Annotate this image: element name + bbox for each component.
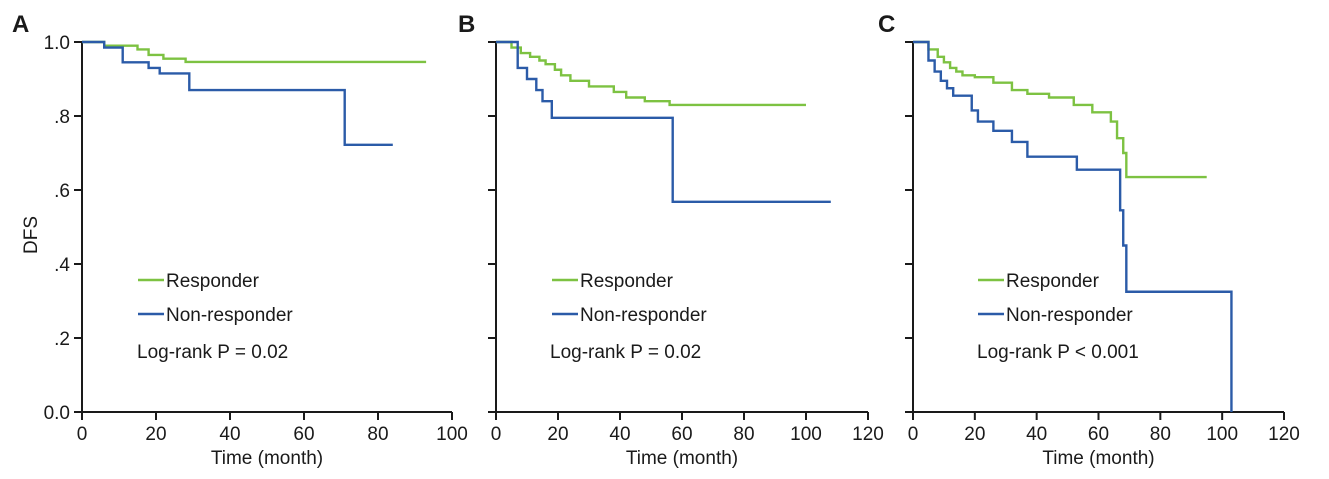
panel-a-x-tick-label: 0: [77, 424, 88, 445]
panel-b-x-tick-label: 40: [609, 424, 630, 445]
panel-a-y-tick-label: .6: [54, 181, 70, 202]
panel-a-letter: A: [12, 11, 29, 38]
panel-b-letter: B: [458, 11, 475, 38]
panel-b-legend-label-responder: Responder: [580, 271, 674, 292]
panel-a-logrank-annotation: Log-rank P = 0.02: [137, 342, 288, 363]
panel-b-non-responder-curve: [496, 40, 831, 204]
panel-b-responder-curve: [496, 40, 806, 107]
panel-a-x-axis-title: Time (month): [211, 448, 323, 469]
panel-b-x-tick-label: 100: [790, 424, 822, 445]
panel-c-x-tick-label: 60: [1088, 424, 1109, 445]
panel-a-legend-label-non-responder: Non-responder: [166, 305, 293, 326]
panel-c-x-tick-label: 0: [908, 424, 919, 445]
panel-c-responder-curve: [913, 40, 1207, 179]
panel-b-x-tick-label: 60: [671, 424, 692, 445]
panel-a-non-responder-curve: [82, 40, 393, 147]
panel-a-x-tick-label: 80: [367, 424, 388, 445]
panel-a-responder-curve: [82, 40, 427, 64]
panel-a-x-tick-label: 40: [219, 424, 240, 445]
panel-a-y-tick-label: .8: [54, 107, 70, 128]
panel-c-x-tick-label: 40: [1026, 424, 1047, 445]
panel-b-x-tick-label: 0: [491, 424, 502, 445]
panel-c-x-tick-label: 80: [1150, 424, 1171, 445]
panel-b-x-tick-label: 120: [852, 424, 884, 445]
panel-c-legend-label-non-responder: Non-responder: [1006, 305, 1133, 326]
panel-a-y-tick-label: .4: [54, 255, 70, 276]
panel-c-non-responder-curve: [913, 40, 1233, 412]
panel-a-y-tick-label: 0.0: [44, 403, 70, 424]
panel-b-legend-label-non-responder: Non-responder: [580, 305, 707, 326]
panel-c-x-axis-title: Time (month): [1042, 448, 1154, 469]
panel-c-x-tick-label: 120: [1268, 424, 1300, 445]
panel-b-x-tick-label: 20: [547, 424, 568, 445]
panel-a-y-tick-label: .2: [54, 329, 70, 350]
panel-a-y-tick-label: 1.0: [44, 33, 70, 54]
panel-b-logrank-annotation: Log-rank P = 0.02: [550, 342, 701, 363]
panel-a-y-axis-title: DFS: [21, 216, 42, 254]
panel-a-x-tick-label: 100: [436, 424, 468, 445]
panel-c-x-tick-label: 20: [964, 424, 985, 445]
panel-a-x-tick-label: 20: [145, 424, 166, 445]
panel-c-logrank-annotation: Log-rank P < 0.001: [977, 342, 1139, 363]
panel-c-legend-label-responder: Responder: [1006, 271, 1100, 292]
panel-a-x-tick-label: 60: [293, 424, 314, 445]
panel-b-x-axis-title: Time (month): [626, 448, 738, 469]
panel-c-x-tick-label: 100: [1206, 424, 1238, 445]
panel-c-letter: C: [878, 11, 895, 38]
panel-a-legend-label-responder: Responder: [166, 271, 260, 292]
panel-b-x-tick-label: 80: [733, 424, 754, 445]
